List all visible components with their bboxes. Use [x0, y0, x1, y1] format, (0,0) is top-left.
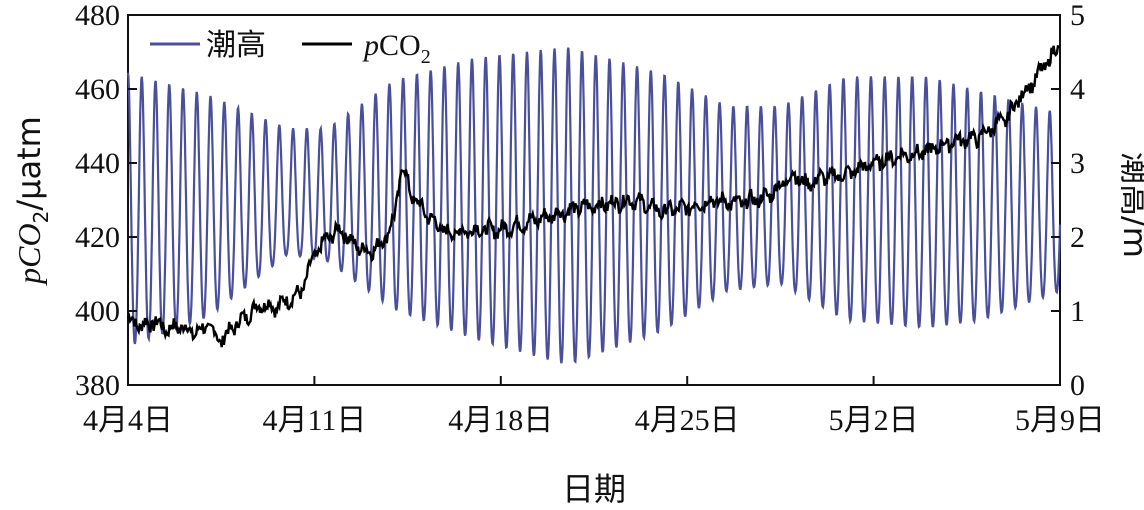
legend-pco2-p: p — [362, 29, 379, 62]
plot-frame — [127, 14, 1061, 386]
right-tick-label: 5 — [1070, 0, 1085, 32]
x-axis-ticks: 4月4日 4月11日 4月18日 4月25日 5月2日 5月9日 — [83, 376, 1105, 437]
svg-text:pCO2/μatm: pCO2/μatm — [10, 116, 53, 286]
right-axis-title: 潮高/m — [1116, 152, 1144, 258]
x-tick-label: 4月11日 — [262, 404, 366, 437]
right-tick-label: 1 — [1070, 295, 1085, 328]
x-tick-label: 4月4日 — [83, 404, 173, 437]
left-tick-label: 480 — [75, 0, 120, 32]
legend-pco2-co: CO — [379, 29, 421, 62]
left-tick-label: 420 — [75, 221, 120, 254]
pco2-line — [126, 44, 1061, 348]
right-tick-label: 0 — [1070, 369, 1085, 402]
left-tick-label: 400 — [75, 295, 120, 328]
x-tick-label: 5月9日 — [1015, 404, 1105, 437]
legend-label-pco2: pCO2 — [362, 29, 431, 68]
right-tick-label: 4 — [1070, 73, 1085, 106]
x-tick-label: 4月25日 — [635, 404, 740, 437]
x-tick-label: 4月18日 — [448, 404, 553, 437]
left-axis-title-main: pCO — [11, 223, 47, 285]
svg-text:潮高/m: 潮高/m — [1116, 152, 1144, 258]
left-axis-ticks: 380 400 420 440 460 480 — [75, 0, 137, 402]
left-axis-title: pCO2/μatm — [10, 116, 53, 286]
left-tick-label: 440 — [75, 147, 120, 180]
left-axis-title-unit: /μatm — [10, 116, 48, 210]
legend: 潮高 pCO2 — [150, 28, 431, 68]
left-axis-title-sub: 2 — [29, 211, 53, 224]
right-axis-ticks: 0 1 2 3 4 5 — [1051, 0, 1085, 402]
series-layer — [126, 44, 1062, 364]
x-axis-title: 日期 — [562, 470, 626, 508]
right-tick-label: 3 — [1070, 147, 1085, 180]
left-tick-label: 460 — [75, 73, 120, 106]
right-tick-label: 2 — [1070, 221, 1085, 254]
legend-pco2-sub: 2 — [421, 46, 431, 68]
legend-label-tide: 潮高 — [206, 28, 266, 63]
x-tick-label: 5月2日 — [829, 404, 919, 437]
tide-line — [126, 47, 1062, 364]
left-tick-label: 380 — [75, 369, 120, 402]
